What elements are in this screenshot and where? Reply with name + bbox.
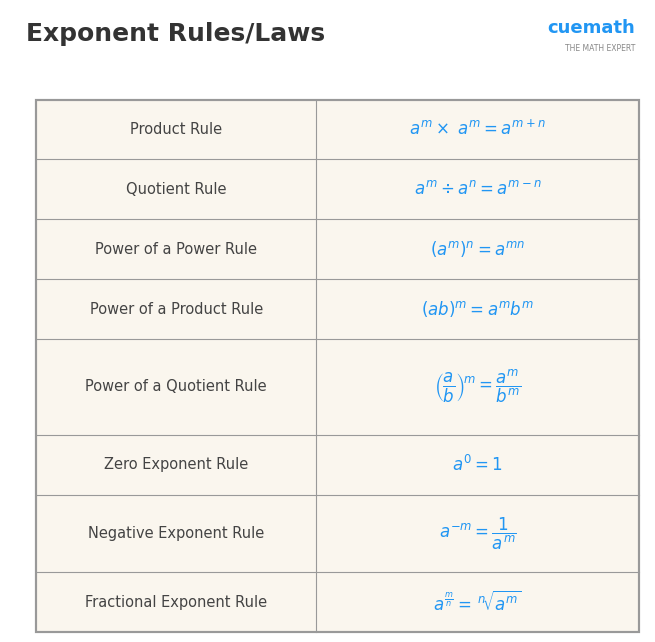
Text: $(ab)^m = a^m b^m$: $(ab)^m = a^m b^m$ [421,299,534,319]
Bar [36,100,639,632]
Text: $(a^m)^n = a^{mn}$: $(a^m)^n = a^{mn}$ [430,239,525,259]
Text: Power of a Power Rule: Power of a Power Rule [95,241,257,257]
Text: Power of a Quotient Rule: Power of a Quotient Rule [85,379,267,394]
Bar [36,100,639,632]
Text: $a^0 = 1$: $a^0 = 1$ [452,455,502,475]
Text: cuemath: cuemath [548,19,635,37]
Text: Quotient Rule: Quotient Rule [126,182,227,197]
Text: $a^{-m} = \dfrac{1}{a^m}$: $a^{-m} = \dfrac{1}{a^m}$ [438,516,516,551]
Text: Zero Exponent Rule: Zero Exponent Rule [104,457,248,473]
Text: Negative Exponent Rule: Negative Exponent Rule [88,526,264,541]
Text: $a^{\frac{m}{n}} =\, ^n\!\sqrt{a^m}$: $a^{\frac{m}{n}} =\, ^n\!\sqrt{a^m}$ [433,591,522,614]
Text: $\left(\dfrac{a}{b}\right)^{\!m} = \dfrac{a^m}{b^m}$: $\left(\dfrac{a}{b}\right)^{\!m} = \dfra… [434,369,521,406]
Text: Product Rule: Product Rule [130,122,222,137]
Text: $a^m \div a^n = a^{m-n}$: $a^m \div a^n = a^{m-n}$ [413,180,541,198]
Text: THE MATH EXPERT: THE MATH EXPERT [565,44,635,53]
Text: Exponent Rules/Laws: Exponent Rules/Laws [26,22,326,46]
Text: Fractional Exponent Rule: Fractional Exponent Rule [85,595,267,610]
Text: $a^m \times\ a^m = a^{m+n}$: $a^m \times\ a^m = a^{m+n}$ [409,120,546,139]
Text: Power of a Product Rule: Power of a Product Rule [90,302,263,317]
